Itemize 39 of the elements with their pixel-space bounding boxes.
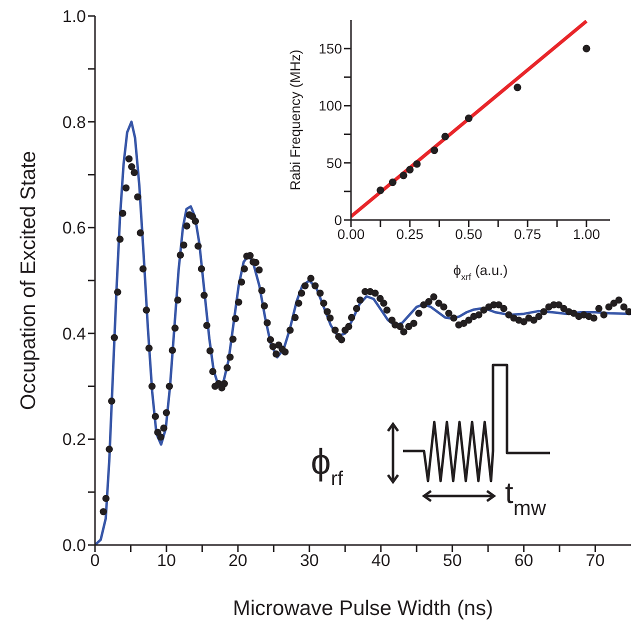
x-tick-label: 50: [442, 551, 462, 570]
x-tick-label: 20: [228, 551, 248, 570]
y-tick-label: 0.0: [62, 536, 86, 556]
x-tick-label: 0.75: [514, 226, 542, 242]
x-tick-label: 0.00: [337, 226, 365, 242]
y-tick-label: 50: [326, 154, 342, 171]
y-tick-label: 0.8: [62, 112, 86, 132]
x-axis-title: ϕ$_{xrf}$ (a.u.): [453, 262, 508, 282]
point: [464, 114, 473, 122]
y-tick-label: 0: [334, 212, 342, 228]
point: [413, 160, 421, 168]
x-tick-label: 0.50: [455, 226, 483, 242]
y-axis-title: Occupation of Excited State: [17, 150, 40, 410]
y-axis-title: Rabi Frequency (MHz): [287, 50, 303, 190]
x-axis-title: Microwave Pulse Width (ns): [232, 597, 494, 620]
y-tick-label: 0.2: [62, 430, 86, 450]
point: [582, 44, 590, 52]
annotation: t$_{mw}$: [505, 477, 547, 520]
point: [400, 172, 408, 180]
point: [441, 132, 449, 140]
point: [376, 186, 384, 194]
x-tick-label: 30: [300, 551, 319, 570]
y-tick-label: 0.6: [62, 218, 86, 238]
x-tick-label: 0.25: [396, 226, 424, 242]
point: [514, 84, 522, 92]
annotation: ϕ$_{rf}$: [310, 441, 344, 490]
point: [430, 146, 438, 154]
y-tick-label: 1.0: [62, 7, 86, 26]
point: [406, 166, 414, 174]
x-tick-label: 70: [586, 551, 605, 570]
x-tick-label: 60: [514, 551, 534, 570]
x-tick-label: 1.00: [572, 226, 600, 242]
y-tick-label: 100: [318, 98, 342, 114]
x-tick-label: 10: [157, 551, 176, 570]
point: [388, 178, 396, 186]
y-tick-label: 150: [318, 40, 342, 57]
x-tick-label: 40: [371, 551, 390, 570]
x-tick-label: 0: [90, 551, 100, 570]
y-tick-label: 0.4: [62, 324, 86, 344]
